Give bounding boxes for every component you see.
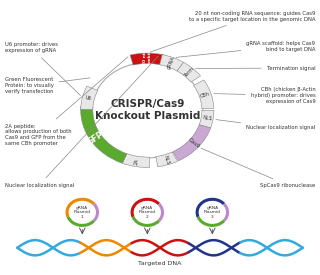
- Text: Nuclear localization signal: Nuclear localization signal: [4, 56, 158, 188]
- Text: Knockout Plasmid: Knockout Plasmid: [95, 111, 200, 121]
- Text: CBh (chicken β-Actin
hybrid) promoter: drives
expression of Cas9: CBh (chicken β-Actin hybrid) promoter: d…: [214, 87, 316, 104]
- Text: gRNA
Plasmid
2: gRNA Plasmid 2: [139, 206, 156, 219]
- Text: 2A peptide:
allows production of both
Cas9 and GFP from the
same CBh promoter: 2A peptide: allows production of both Ca…: [4, 57, 128, 146]
- Text: Termination signal: Termination signal: [196, 65, 316, 71]
- Text: 2A: 2A: [134, 158, 140, 165]
- Wedge shape: [177, 62, 201, 82]
- Text: 20 nt
Recombiner: 20 nt Recombiner: [143, 43, 152, 73]
- Text: Nuclear localization signal: Nuclear localization signal: [216, 120, 316, 130]
- Wedge shape: [156, 152, 178, 167]
- Text: gRNA scaffold: helps Cas9
bind to target DNA: gRNA scaffold: helps Cas9 bind to target…: [176, 41, 316, 57]
- Text: Term: Term: [183, 66, 195, 78]
- Wedge shape: [194, 80, 214, 109]
- Text: NLS: NLS: [162, 154, 170, 165]
- Text: Targeted DNA: Targeted DNA: [138, 261, 182, 266]
- Wedge shape: [199, 110, 214, 128]
- Text: 20 nt non-coding RNA sequence: guides Cas9
to a specific target location in the : 20 nt non-coding RNA sequence: guides Ca…: [150, 11, 316, 52]
- Text: NLS: NLS: [202, 115, 212, 122]
- Wedge shape: [173, 125, 211, 161]
- Text: U6 promoter: drives
expression of gRNA: U6 promoter: drives expression of gRNA: [4, 42, 80, 95]
- Circle shape: [197, 199, 228, 226]
- Wedge shape: [81, 86, 98, 109]
- Wedge shape: [122, 154, 150, 167]
- Wedge shape: [130, 53, 164, 65]
- Text: Cas9: Cas9: [187, 138, 201, 150]
- Text: GFP: GFP: [86, 130, 106, 146]
- Text: CBh: CBh: [200, 91, 211, 99]
- Circle shape: [67, 199, 98, 226]
- Wedge shape: [160, 54, 184, 71]
- Text: CRISPR/Cas9: CRISPR/Cas9: [110, 99, 185, 109]
- Wedge shape: [81, 106, 127, 163]
- Circle shape: [132, 199, 163, 226]
- Text: SpCas9 ribonuclease: SpCas9 ribonuclease: [201, 148, 316, 188]
- Text: gRNA: gRNA: [166, 55, 176, 70]
- Text: U6: U6: [84, 95, 92, 102]
- Text: gRNA
Plasmid
1: gRNA Plasmid 1: [74, 206, 91, 219]
- Text: gRNA
Plasmid
3: gRNA Plasmid 3: [204, 206, 221, 219]
- Text: Green Fluorescent
Protein: to visually
verify transfection: Green Fluorescent Protein: to visually v…: [4, 78, 90, 94]
